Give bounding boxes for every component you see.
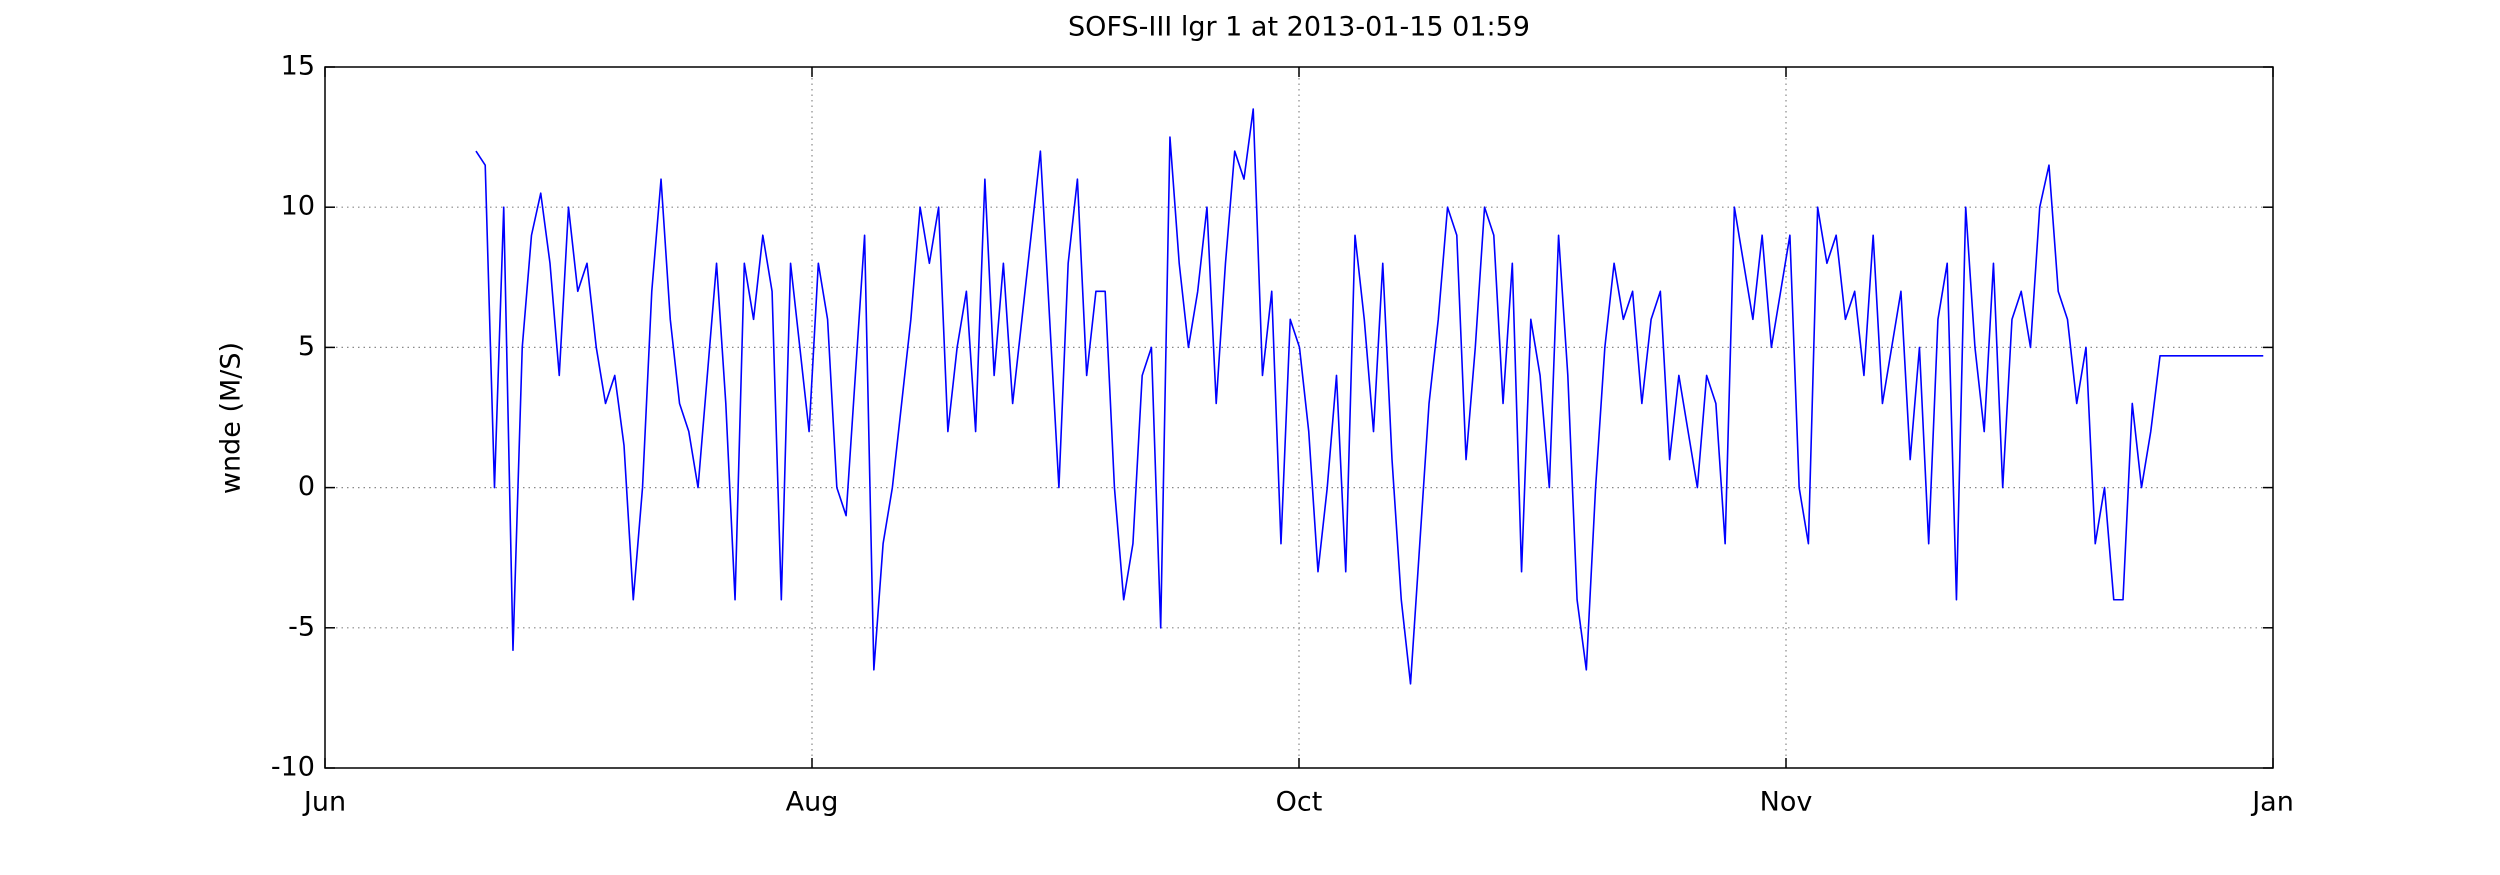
chart-title: SOFS-III lgr 1 at 2013-01-15 01:59 — [1068, 12, 1530, 43]
y-tick-label: -5 — [288, 611, 315, 642]
x-tick-label: Jan — [2250, 787, 2294, 818]
x-tick-label: Nov — [1760, 787, 1813, 818]
y-tick-label: 15 — [281, 51, 315, 82]
plot-frame — [324, 66, 2274, 769]
y-tick-label: 0 — [298, 471, 315, 502]
x-tick-label: Oct — [1276, 787, 1323, 818]
data-line — [475, 108, 2264, 685]
x-tick-label: Jun — [302, 787, 346, 818]
y-tick-label: 5 — [298, 331, 315, 362]
y-tick-label: 10 — [281, 191, 315, 222]
x-tick-label: Aug — [786, 787, 839, 818]
y-tick-label: -10 — [271, 752, 315, 783]
y-axis-label: wnde (M/S) — [216, 342, 247, 494]
